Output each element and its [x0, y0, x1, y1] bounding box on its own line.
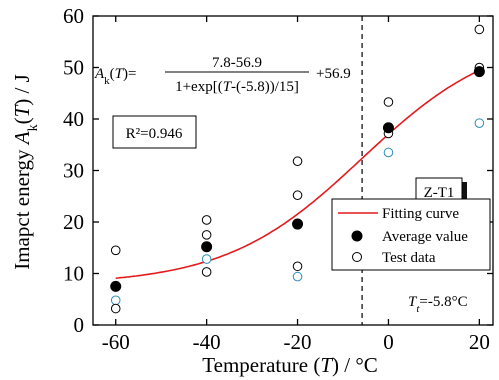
den-t: T: [223, 79, 233, 95]
legend-open-marker: [352, 252, 362, 262]
y-axis-title-mid: (: [10, 117, 34, 124]
average-point: [201, 241, 213, 253]
legend-label-fit: Fitting curve: [382, 206, 459, 222]
average-point: [473, 66, 485, 78]
equation-denominator: 1+exp[(T-(-5.8))/15]: [175, 79, 299, 95]
eq-rest: )=: [123, 66, 136, 82]
test-data-point: [110, 245, 121, 256]
r-squared-frame: [112, 115, 197, 149]
fitting-curve: [115, 69, 480, 279]
equation: Ak(T)= 7.8-56.9 1+exp[(T-(-5.8))/15] +56…: [94, 55, 351, 95]
x-tick-label: -60: [102, 330, 130, 354]
x-axis-title: Temperature (T) / °C: [202, 353, 377, 377]
x-axis-title-var: T: [320, 353, 333, 377]
tt-sub: t: [416, 303, 420, 315]
test-data-point: [201, 267, 212, 277]
y-tick-label: 40: [63, 107, 84, 131]
points-layer: [110, 24, 485, 314]
y-tick-label: 50: [63, 56, 84, 80]
plot-frame: [92, 15, 494, 326]
legend-filled-marker: [351, 230, 363, 242]
y-axis-title-a: A: [10, 131, 34, 146]
eq-paren-open: (: [110, 66, 115, 82]
axes-layer: -60 -40 -20 0 20 0 10 20 30 40 50 60: [63, 4, 494, 354]
equation-lhs: Ak(T)=: [94, 66, 136, 87]
test-data-point: [292, 271, 303, 282]
den-b: -(-5.8))/15]: [231, 79, 299, 95]
tt-rest: =-5.8°C: [419, 294, 467, 310]
sample-label-box: Z-T1: [415, 177, 467, 207]
eq-sub: k: [104, 75, 110, 87]
transition-label: Tt=-5.8°C: [408, 294, 468, 315]
x-tick-label: 20: [469, 330, 490, 354]
average-point: [292, 218, 304, 230]
test-data-point: [201, 254, 212, 264]
average-point: [110, 280, 122, 292]
x-axis-title-post: ) / °C: [332, 353, 378, 377]
test-data-point: [201, 230, 212, 240]
y-tick-label: 20: [63, 210, 84, 234]
legend: Fitting curve Average value Test data: [331, 198, 491, 271]
sample-label: Z-T1: [424, 185, 455, 201]
legend-label-average: Average value: [382, 229, 468, 245]
test-data-point: [383, 147, 394, 158]
r-squared-box: R²=0.946: [112, 115, 197, 149]
eq-a: A: [94, 66, 105, 82]
equation-numerator: 7.8-56.9: [212, 55, 262, 71]
test-data-point: [474, 118, 485, 128]
den-a: 1+exp[(: [175, 79, 223, 95]
legend-label-test: Test data: [382, 250, 436, 266]
equation-tail: +56.9: [316, 66, 351, 82]
test-data-point: [474, 24, 485, 35]
test-data-point: [383, 97, 394, 107]
average-point: [382, 122, 394, 134]
test-data-point: [110, 295, 121, 306]
y-axis-title-post: ) / J: [10, 74, 34, 106]
test-data-point: [110, 303, 121, 314]
y-axis-title-pre: Imapct energy: [10, 144, 34, 270]
test-data-point: [292, 261, 303, 272]
y-axis-title-sub: k: [26, 124, 41, 131]
x-axis-title-pre: Temperature (: [202, 353, 320, 377]
x-tick-label: 0: [383, 330, 394, 354]
tt-t: T: [408, 294, 418, 310]
y-tick-label: 30: [63, 159, 84, 183]
x-tick-label: -40: [193, 330, 221, 354]
test-data-point: [292, 156, 303, 167]
test-data-point: [292, 190, 303, 201]
curve-layer: [115, 69, 480, 279]
y-tick-label: 0: [74, 313, 85, 337]
y-axis-title-t: T: [10, 104, 34, 117]
y-tick-label: 10: [63, 262, 84, 286]
x-tick-label: -20: [284, 330, 312, 354]
y-axis-title: Imapct energy Ak(T) / J: [10, 74, 41, 270]
test-data-point: [201, 215, 212, 225]
r-squared-label: R²=0.946: [126, 126, 183, 142]
y-tick-label: 60: [63, 4, 84, 28]
eq-t: T: [115, 66, 125, 82]
